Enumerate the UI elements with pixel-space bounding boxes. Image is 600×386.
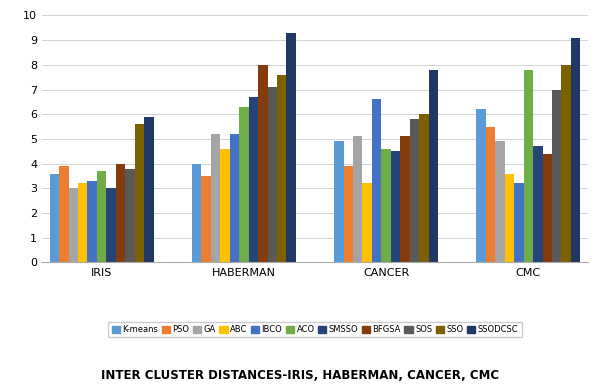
Bar xyxy=(419,114,428,262)
Bar xyxy=(230,134,239,262)
Bar xyxy=(135,124,144,262)
Bar xyxy=(202,176,211,262)
Bar xyxy=(286,33,296,262)
Bar xyxy=(382,149,391,262)
Bar xyxy=(277,75,286,262)
Bar xyxy=(268,87,277,262)
Bar xyxy=(495,141,505,262)
Bar xyxy=(144,117,154,262)
Bar xyxy=(344,166,353,262)
Bar xyxy=(68,188,78,262)
Bar xyxy=(486,127,495,262)
Bar xyxy=(239,107,248,262)
Bar xyxy=(211,134,220,262)
Bar xyxy=(78,183,88,262)
Bar xyxy=(571,38,580,262)
Bar xyxy=(106,188,116,262)
Bar xyxy=(125,169,135,262)
Bar xyxy=(476,109,486,262)
Bar xyxy=(524,70,533,262)
Bar xyxy=(372,100,382,262)
Bar xyxy=(59,166,68,262)
Bar xyxy=(428,70,438,262)
Bar xyxy=(362,183,372,262)
Bar xyxy=(258,65,268,262)
Bar xyxy=(88,181,97,262)
Bar xyxy=(505,174,514,262)
Bar xyxy=(192,164,202,262)
Bar xyxy=(562,65,571,262)
Bar xyxy=(50,174,59,262)
Bar xyxy=(334,141,344,262)
Legend: K-means, PSO, GA, ABC, IBCO, ACO, SMSSO, BFGSA, SOS, SSO, SSODCSC: K-means, PSO, GA, ABC, IBCO, ACO, SMSSO,… xyxy=(108,322,522,337)
Bar xyxy=(248,97,258,262)
Bar xyxy=(220,149,230,262)
Bar xyxy=(552,90,562,262)
Bar xyxy=(542,154,552,262)
Bar xyxy=(353,137,362,262)
Bar xyxy=(533,146,542,262)
Bar xyxy=(116,164,125,262)
Bar xyxy=(410,119,419,262)
Text: INTER CLUSTER DISTANCES-IRIS, HABERMAN, CANCER, CMC: INTER CLUSTER DISTANCES-IRIS, HABERMAN, … xyxy=(101,369,499,382)
Bar xyxy=(97,171,106,262)
Bar xyxy=(514,183,524,262)
Bar xyxy=(391,151,400,262)
Bar xyxy=(400,137,410,262)
